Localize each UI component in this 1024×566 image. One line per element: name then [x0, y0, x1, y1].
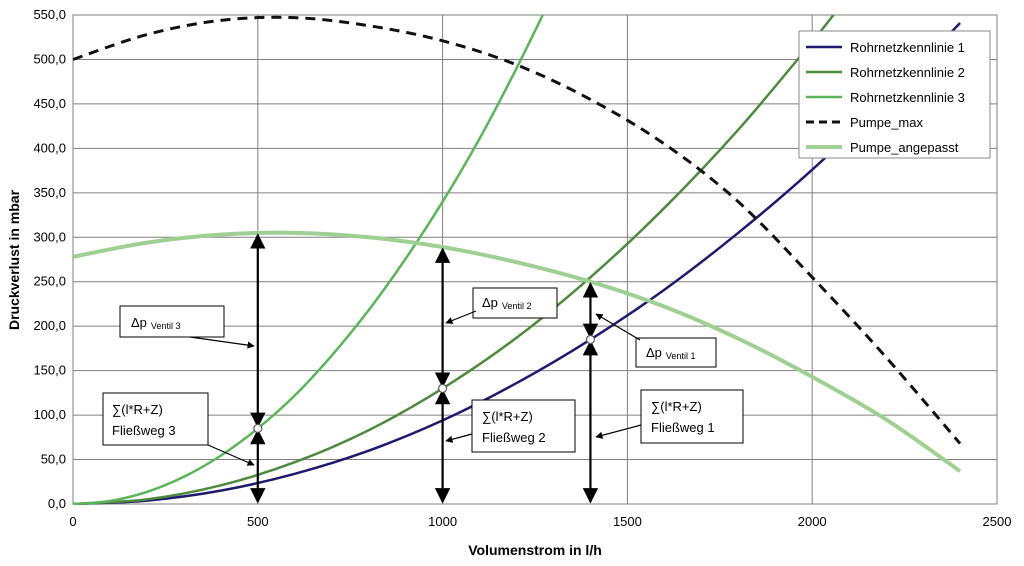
- y-tick-label: 150,0: [33, 363, 66, 378]
- y-tick-label: 400,0: [33, 140, 66, 155]
- annotation-sub: Ventil 3: [151, 321, 181, 331]
- annotation-main: Δp: [131, 315, 147, 330]
- annotation-dp-ventil-3: Δp Ventil 3: [119, 305, 255, 349]
- annotation-line1: ∑(l*R+Z): [651, 399, 702, 414]
- annotation-line2: Fließweg 3: [112, 423, 176, 438]
- annotation-line1: ∑(l*R+Z): [482, 409, 533, 424]
- legend: Rohrnetzkennlinie 1 Rohrnetzkennlinie 2 Ro…: [798, 30, 991, 159]
- series-line-4: [73, 15, 962, 445]
- x-tick-label: 1500: [613, 514, 642, 529]
- annotation-fliessweg-2: ∑(l*R+Z) Fließweg 2: [445, 399, 576, 453]
- legend-label: Rohrnetzkennlinie 3: [850, 90, 965, 105]
- markers: [253, 334, 596, 434]
- legend-label: Pumpe_max: [850, 115, 923, 130]
- y-tick-label: 250,0: [33, 274, 66, 289]
- y-tick-label: 550,0: [33, 7, 66, 22]
- plot-frame: [72, 14, 998, 505]
- x-tick-label: 2500: [983, 514, 1012, 529]
- y-tick-label: 450,0: [33, 96, 66, 111]
- annotation-sub: Ventil 1: [666, 351, 696, 361]
- x-tick-label: 1000: [428, 514, 457, 529]
- y-tick-label: 350,0: [33, 185, 66, 200]
- x-tick-label: 500: [247, 514, 269, 529]
- series-line-1: [73, 22, 961, 505]
- series-line-3: [73, 15, 545, 505]
- y-tick-label: 100,0: [33, 407, 66, 422]
- annotation-line1: ∑(l*R+Z): [112, 402, 163, 417]
- intersection-marker: [253, 423, 263, 434]
- annotation-dp-ventil-1: Δp Ventil 1: [595, 313, 717, 368]
- y-tick-label: 500,0: [33, 51, 66, 66]
- annotation-fliessweg-1: ∑(l*R+Z) Fließweg 1: [595, 389, 744, 444]
- annotation-main: Δp: [482, 295, 498, 310]
- series-line-5: [73, 230, 962, 473]
- y-axis-title: Druckverlust in mbar: [6, 189, 22, 330]
- y-tick-label: 200,0: [33, 318, 66, 333]
- legend-label: Rohrnetzkennlinie 2: [850, 65, 965, 80]
- x-axis-title: Volumenstrom in l/h: [468, 542, 602, 558]
- y-tick-label: 300,0: [33, 229, 66, 244]
- intersection-marker: [585, 334, 596, 345]
- legend-label: Pumpe_angepasst: [850, 140, 959, 155]
- x-tick-label: 0: [69, 514, 76, 529]
- x-axis-ticks: 0 500 1000 1500 2000 2500: [69, 514, 1011, 529]
- arrows: [250, 233, 599, 504]
- annotation-sub: Ventil 2: [502, 301, 532, 311]
- annotation-line2: Fließweg 1: [651, 420, 715, 435]
- y-tick-label: 0,0: [48, 496, 66, 511]
- series-lines: [73, 15, 962, 505]
- y-axis-ticks: 0,0 50,0 100,0 150,0 200,0 250,0 300,0 350,0 400…: [33, 7, 66, 511]
- annotation-dp-ventil-2: Δp Ventil 2: [445, 287, 558, 324]
- annotation-fliessweg-3: ∑(l*R+Z) Fließweg 3: [102, 392, 255, 466]
- y-tick-label: 50,0: [41, 452, 66, 467]
- annotation-main: Δp: [646, 345, 662, 360]
- x-tick-label: 2000: [798, 514, 827, 529]
- series-line-2: [73, 15, 836, 505]
- intersection-marker: [438, 383, 448, 394]
- annotation-line2: Fließweg 2: [482, 430, 546, 445]
- legend-label: Rohrnetzkennlinie 1: [850, 40, 965, 55]
